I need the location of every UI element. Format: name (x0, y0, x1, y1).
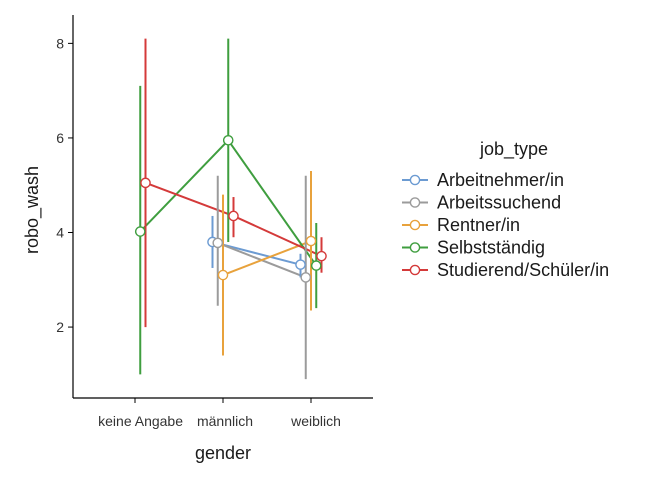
legend-label: Rentner/in (437, 215, 520, 235)
legend-key (402, 242, 428, 253)
data-point (134, 226, 146, 237)
legend-label: Studierend/Schüler/in (437, 260, 609, 280)
connector-lines (139, 138, 322, 279)
data-point (228, 210, 239, 222)
y-tick-label: 2 (56, 319, 64, 335)
data-point (300, 272, 312, 283)
legend-key (402, 197, 428, 208)
legend-key (402, 264, 428, 276)
x-ticks: keine Angabe männlich weiblich (98, 398, 341, 429)
points (134, 135, 327, 283)
data-point (140, 177, 151, 189)
legend-label: Arbeitnehmer/in (437, 170, 564, 190)
plot-area (134, 38, 327, 380)
y-tick-label: 4 (56, 225, 64, 241)
error-bars (139, 38, 323, 380)
y-axis-title: robo_wash (22, 166, 43, 254)
legend-label: Selbstständig (437, 238, 545, 258)
data-point (217, 269, 229, 281)
legend-key-point (409, 197, 421, 208)
data-point (295, 259, 306, 270)
legend-title: job_type (479, 139, 548, 160)
legend-key-point (409, 242, 421, 253)
legend-key (402, 219, 428, 231)
data-point (222, 135, 234, 146)
data-point (310, 260, 322, 271)
x-tick-label: keine Angabe (98, 413, 183, 429)
legend-key-point (409, 174, 421, 186)
data-point (212, 237, 224, 249)
series-line (222, 240, 312, 276)
data-point (316, 250, 327, 262)
legend: job_type Arbeitnehmer/in ArbeitssuchendRe… (402, 139, 609, 280)
legend-key-point (409, 264, 421, 276)
x-tick-label: weiblich (290, 413, 341, 429)
legend-label: Arbeitssuchend (437, 193, 561, 213)
y-tick-label: 8 (56, 35, 64, 51)
x-axis-title: gender (195, 443, 251, 463)
legend-key-point (409, 219, 421, 231)
legend-key (402, 174, 428, 186)
y-tick-label: 6 (56, 130, 64, 146)
x-tick-label: männlich (197, 413, 253, 429)
y-ticks: 2 4 6 8 (56, 35, 73, 335)
data-point (305, 235, 317, 247)
